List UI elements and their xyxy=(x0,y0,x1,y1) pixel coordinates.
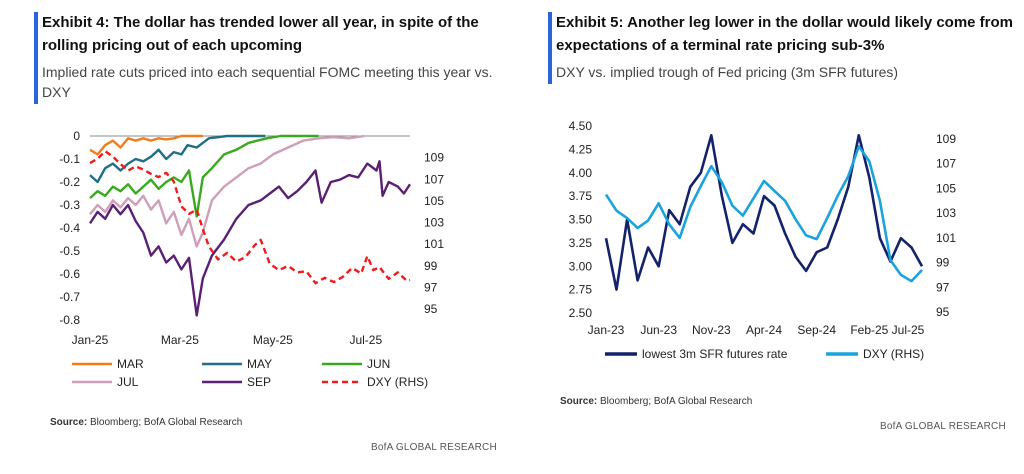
exhibit5-x-tick: Jul-25 xyxy=(892,323,925,337)
exhibit5-right-tick: 109 xyxy=(936,132,956,146)
exhibit5-right-tick: 95 xyxy=(936,305,950,319)
exhibit4-legend-label-jun: JUN xyxy=(367,357,390,371)
exhibit5-series-lowest-3m-sfr-futures-rate xyxy=(604,134,924,291)
exhibit4-series-mar xyxy=(89,134,203,156)
brand-footer-right: BofA GLOBAL RESEARCH xyxy=(880,421,1006,432)
exhibit4-x-tick: May-25 xyxy=(253,333,293,347)
exhibit4-left-tick: -0.1 xyxy=(59,152,80,166)
exhibit5-source-label: Source: xyxy=(560,396,598,407)
exhibit5-legend-label-dxy-rhs: DXY (RHS) xyxy=(863,347,924,361)
exhibit5-left-tick: 2.50 xyxy=(569,306,593,320)
exhibit4-subtitle-line1: Implied rate cuts priced into each seque… xyxy=(42,64,493,80)
exhibit4-left-tick: -0.6 xyxy=(59,267,80,281)
exhibit5-subtitle: DXY vs. implied trough of Fed pricing (3… xyxy=(556,64,899,80)
exhibit5-chart: 4.50 4.25 4.00 3.75 3.50 3.25 3.00 2.75 2.50 109 1… xyxy=(569,119,957,361)
exhibit5-title-line1: Exhibit 5: Another leg lower in the doll… xyxy=(556,14,1014,31)
exhibit5-right-tick: 101 xyxy=(936,231,956,245)
brand-footer-left: BofA GLOBAL RESEARCH xyxy=(371,442,497,453)
exhibit4-x-tick: Jul-25 xyxy=(349,333,382,347)
exhibit5-source: Source: Bloomberg; BofA Global Research xyxy=(560,396,752,407)
exhibit4-series-dxy-rhs xyxy=(89,149,411,285)
exhibit4-left-tick: -0.2 xyxy=(59,175,80,189)
exhibit4-left-tick: -0.7 xyxy=(59,290,80,304)
exhibit5-right-tick: 97 xyxy=(936,280,950,294)
exhibit4-right-tick: 99 xyxy=(424,259,438,273)
exhibit4-legend-label-may: MAY xyxy=(247,357,272,371)
exhibit4-series-jul xyxy=(89,134,365,248)
exhibit5-right-tick: 99 xyxy=(936,256,950,270)
exhibit4-series-may xyxy=(89,134,266,184)
exhibit4-legend-label-sep: SEP xyxy=(247,375,271,389)
exhibit4-source-text: Bloomberg; BofA Global Research xyxy=(87,417,243,428)
exhibit5-x-tick: Sep-24 xyxy=(797,323,836,337)
exhibit4-left-tick: -0.4 xyxy=(59,221,80,235)
exhibit4-subtitle-line2: DXY xyxy=(42,84,71,100)
exhibit5-accent-bar xyxy=(548,12,552,84)
exhibit5-right-tick: 103 xyxy=(936,206,956,220)
exhibit5-source-text: Bloomberg; BofA Global Research xyxy=(597,396,753,407)
exhibit5-title-line2: expectations of a terminal rate pricing … xyxy=(556,37,885,54)
exhibit4-x-tick: Mar-25 xyxy=(161,333,199,347)
exhibit5-series-dxy-rhs xyxy=(604,145,923,283)
exhibit4-left-tick: -0.5 xyxy=(59,244,80,258)
exhibit5-right-tick: 105 xyxy=(936,181,956,195)
exhibit4-chart: 0 -0.1 -0.2 -0.3 -0.4 -0.5 -0.6 -0.7 -0.8 109 107 1… xyxy=(59,129,444,389)
exhibit5-left-tick: 4.50 xyxy=(569,119,593,133)
exhibit4-legend-label-mar: MAR xyxy=(117,357,144,371)
exhibit4-x-tick: Jan-25 xyxy=(72,333,109,347)
exhibit4-left-tick: -0.8 xyxy=(59,313,80,327)
exhibit4-left-tick: 0 xyxy=(73,129,80,143)
exhibit4-accent-bar xyxy=(34,12,38,104)
exhibit5-x-tick: Nov-23 xyxy=(692,323,731,337)
exhibit4-right-tick: 101 xyxy=(424,237,444,251)
exhibit5-left-tick: 4.25 xyxy=(569,142,593,156)
exhibit5-left-tick: 3.50 xyxy=(569,213,593,227)
exhibit4-right-tick: 109 xyxy=(424,151,444,165)
exhibit5-left-tick: 4.00 xyxy=(569,166,593,180)
exhibit5-legend-label-lowest-3m-sfr-futures-rate: lowest 3m SFR futures rate xyxy=(642,347,788,361)
exhibit4-right-tick: 97 xyxy=(424,281,438,295)
exhibit4-legend-label-jul: JUL xyxy=(117,375,139,389)
exhibit5-right-tick: 107 xyxy=(936,157,956,171)
exhibit5-x-tick: Feb-25 xyxy=(850,323,888,337)
exhibit5-x-tick: Jun-23 xyxy=(640,323,677,337)
exhibit4-source-label: Source: xyxy=(50,417,88,428)
exhibit5-left-tick: 2.75 xyxy=(569,283,593,297)
exhibit4-right-tick: 107 xyxy=(424,172,444,186)
exhibit4-right-tick: 103 xyxy=(424,216,444,230)
exhibit4-left-tick: -0.3 xyxy=(59,198,80,212)
exhibit4-right-tick: 105 xyxy=(424,194,444,208)
exhibit4-legend-label-dxy-rhs: DXY (RHS) xyxy=(367,375,428,389)
exhibit4-series-sep xyxy=(88,160,412,317)
exhibit4-source: Source: Bloomberg; BofA Global Research xyxy=(50,417,242,428)
exhibit5-x-tick: Jan-23 xyxy=(588,323,625,337)
exhibit4-series-jun xyxy=(89,134,319,218)
exhibit5-left-tick: 3.75 xyxy=(569,189,593,203)
exhibit5-left-tick: 3.00 xyxy=(569,259,593,273)
exhibit5-left-tick: 3.25 xyxy=(569,236,593,250)
exhibit4-right-tick: 95 xyxy=(424,302,438,316)
exhibit4-title-line1: Exhibit 4: The dollar has trended lower … xyxy=(42,14,479,31)
exhibit4-title-line2: rolling pricing out of each upcoming xyxy=(42,37,302,54)
exhibit5-x-tick: Apr-24 xyxy=(746,323,782,337)
